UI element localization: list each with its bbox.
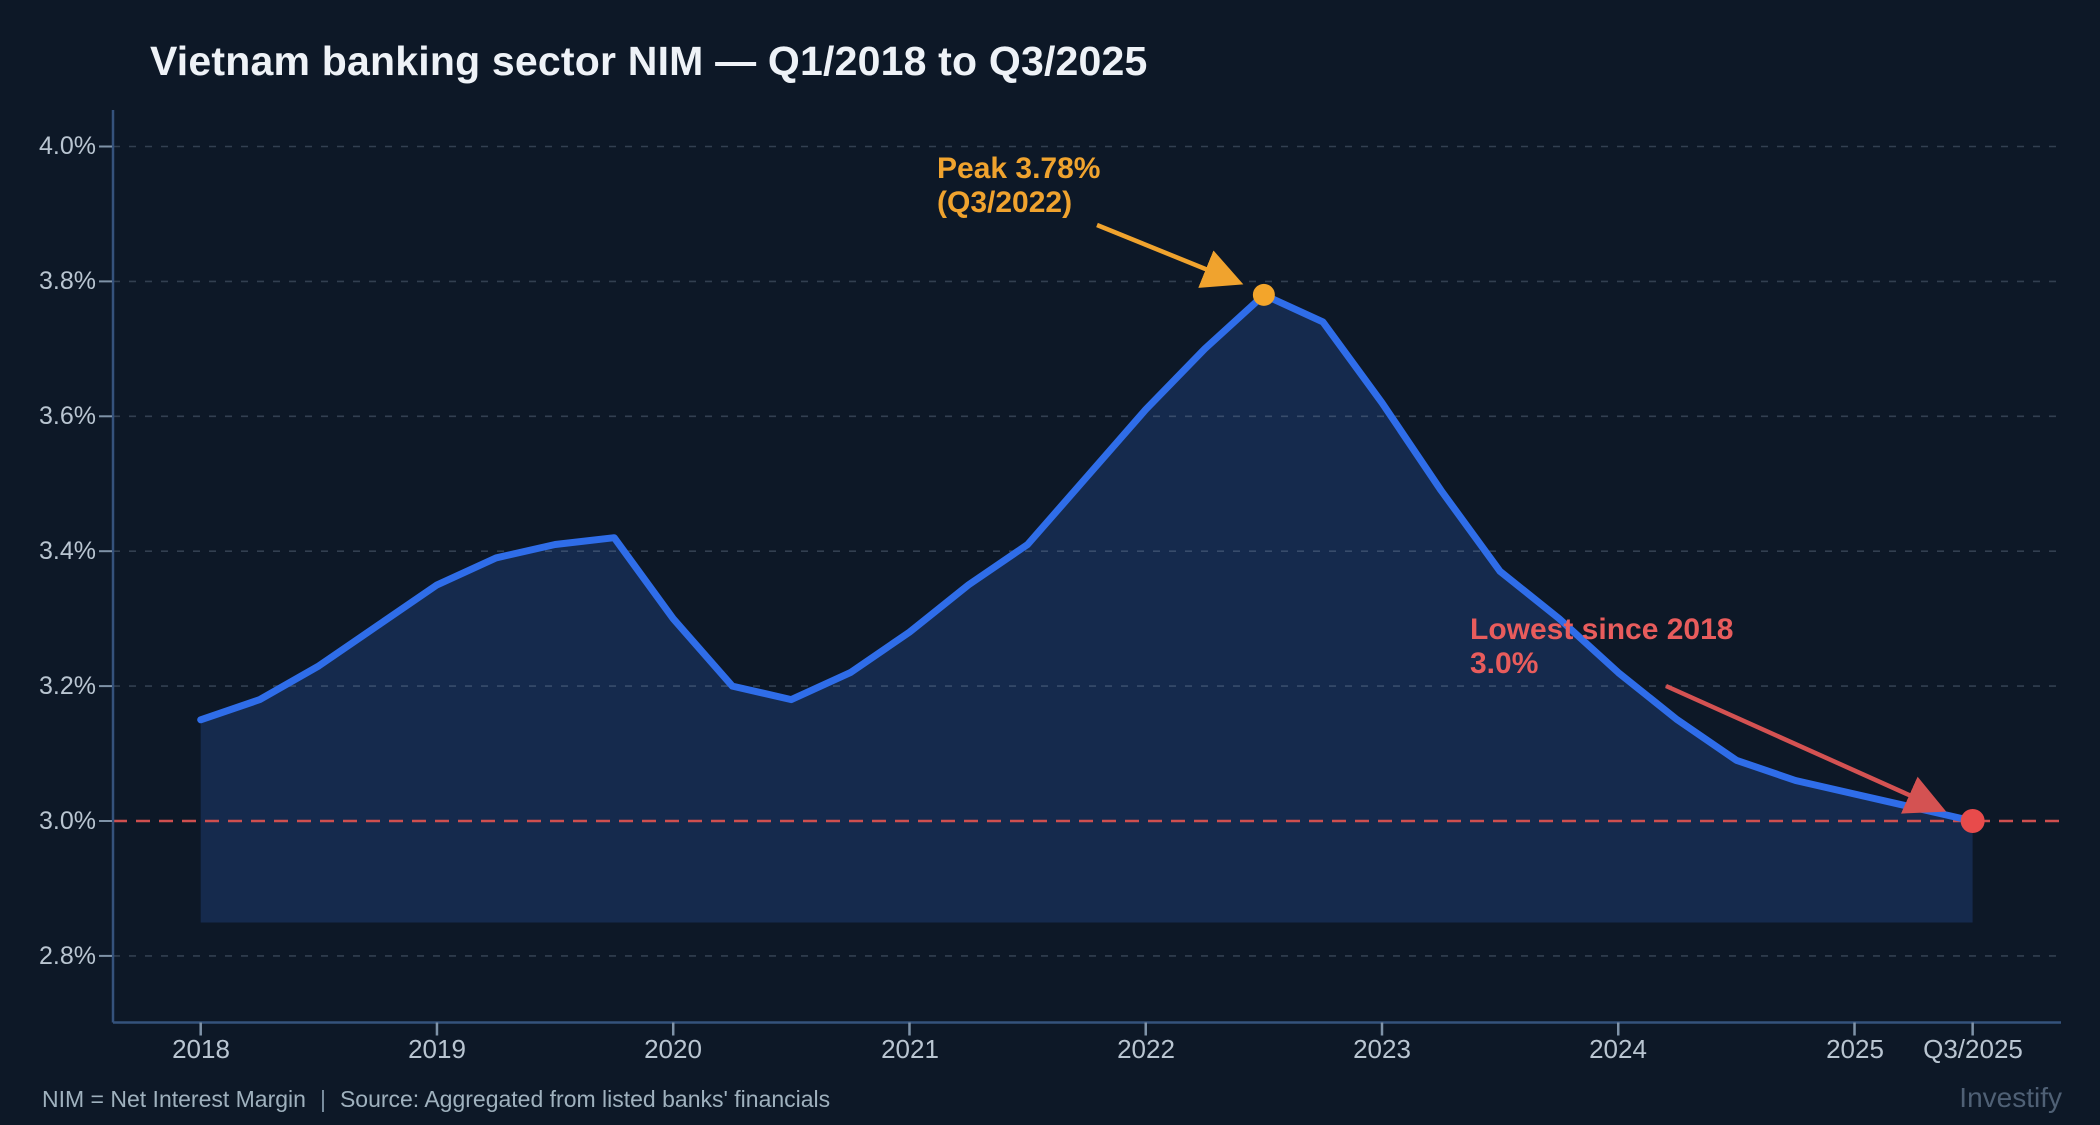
y-tick-label: 3.4% bbox=[39, 537, 96, 565]
peak-annotation-line2: (Q3/2022) bbox=[937, 186, 1073, 219]
lowest-annotation: Lowest since 2018 3.0% bbox=[1470, 613, 1733, 681]
y-tick-label: 2.8% bbox=[39, 942, 96, 970]
chart-title: Vietnam banking sector NIM — Q1/2018 to … bbox=[150, 38, 1148, 84]
peak-marker-dot bbox=[1252, 283, 1275, 306]
peak-annotation: Peak 3.78% (Q3/2022) bbox=[937, 152, 1100, 220]
y-tick-label: 3.2% bbox=[39, 672, 96, 700]
peak-arrow bbox=[1096, 222, 1244, 288]
y-tick-label: 4.0% bbox=[39, 132, 96, 160]
nim-area-fill bbox=[200, 294, 1973, 923]
x-tick-label: 2022 bbox=[1117, 1034, 1175, 1064]
nim-line bbox=[197, 291, 1977, 825]
footer-note: NIM = Net Interest Margin | Source: Aggreg… bbox=[42, 1086, 830, 1113]
x-tick-label: 2023 bbox=[1353, 1034, 1411, 1064]
x-tick-label: 2019 bbox=[408, 1034, 466, 1064]
y-tick-label: 3.0% bbox=[39, 807, 96, 835]
y-tick-label: 3.6% bbox=[39, 402, 96, 430]
footer-source: Source: Aggregated from listed banks' fi… bbox=[339, 1086, 831, 1112]
x-tick-label: 2018 bbox=[172, 1034, 230, 1064]
lowest-arrow bbox=[1665, 683, 1947, 814]
brand-watermark: Investify bbox=[1959, 1082, 2062, 1113]
x-tick-label: 2025 bbox=[1826, 1034, 1884, 1064]
lowest-annotation-line2: 3.0% bbox=[1470, 647, 1539, 680]
lowest-annotation-line1: Lowest since 2018 bbox=[1470, 613, 1734, 646]
footer-separator: | bbox=[319, 1086, 326, 1112]
peak-annotation-line1: Peak 3.78% bbox=[937, 152, 1101, 185]
x-tick-label: 2020 bbox=[644, 1034, 702, 1064]
x-tick-label: 2021 bbox=[881, 1034, 939, 1064]
y-tick-label: 3.8% bbox=[39, 267, 96, 295]
lowest-marker-dot bbox=[1960, 809, 1985, 833]
x-tick-label: 2024 bbox=[1589, 1034, 1647, 1064]
footer-definition: NIM = Net Interest Margin bbox=[42, 1086, 306, 1112]
x-tick-label: Q3/2025 bbox=[1923, 1034, 2023, 1064]
